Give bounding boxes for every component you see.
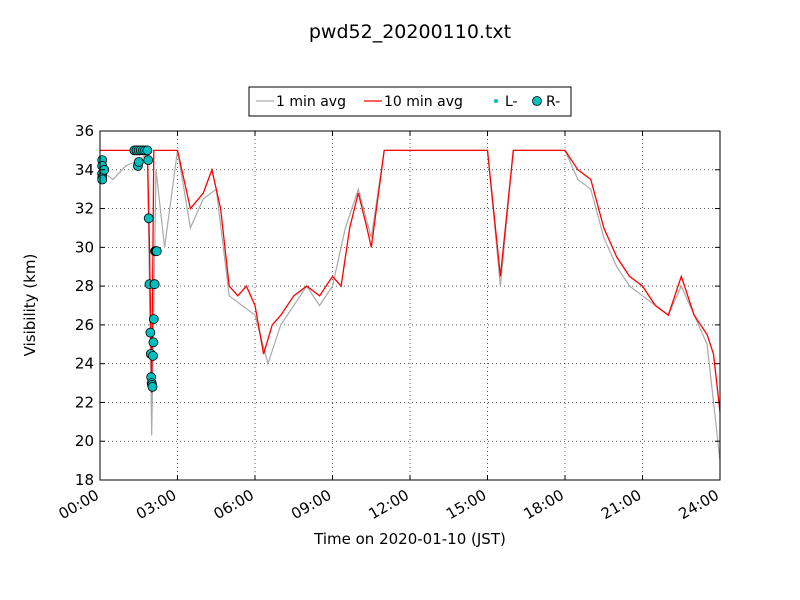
legend: 1 min avg 10 min avg L- R- [248, 86, 572, 117]
series-line-1-min-avg [99, 149, 721, 461]
chart-title: pwd52_20200110.txt [309, 21, 511, 43]
legend-box [248, 86, 572, 117]
data-point-r-minus [133, 157, 144, 167]
legend-label-10min: 10 min avg [384, 94, 463, 110]
data-point-r-minus [143, 213, 154, 224]
x-axis-label: Time on 2020-01-10 (JST) [313, 530, 506, 548]
legend-label-l-minus: L- [505, 94, 518, 110]
data-point-r-minus [145, 327, 156, 338]
y-tick-label: 28 [75, 277, 94, 295]
legend-swatch-r-minus [532, 96, 542, 106]
series-line-10-min-avg [100, 149, 721, 413]
data-point-r-minus [148, 337, 159, 348]
data-point-r-minus [149, 279, 160, 290]
y-tick-label: 32 [75, 200, 94, 218]
y-tick-label: 26 [75, 316, 94, 334]
legend-swatch-l-minus [494, 99, 498, 103]
data-point-r-minus [148, 314, 159, 325]
y-tick-label: 18 [75, 471, 94, 489]
plot-area [100, 131, 720, 480]
y-tick-label: 24 [75, 355, 94, 373]
y-tick-label: 22 [75, 393, 94, 411]
y-axis-label: Visibility (km) [21, 254, 39, 357]
data-point-r-minus [147, 381, 158, 392]
y-axis: 18 20 22 24 26 28 30 32 34 36 [75, 122, 720, 489]
data-point-r-minus [143, 155, 154, 166]
y-tick-label: 36 [75, 122, 94, 140]
legend-label-r-minus: R- [546, 94, 560, 110]
y-tick-label: 34 [75, 161, 94, 179]
legend-label-1min: 1 min avg [276, 94, 346, 110]
data-point-r-minus [142, 145, 153, 156]
data-point-r-minus [151, 246, 162, 257]
data-point-r-minus [148, 350, 158, 361]
data-point-r-minus [97, 174, 108, 185]
y-tick-label: 30 [75, 238, 94, 256]
y-tick-label: 20 [75, 432, 94, 450]
